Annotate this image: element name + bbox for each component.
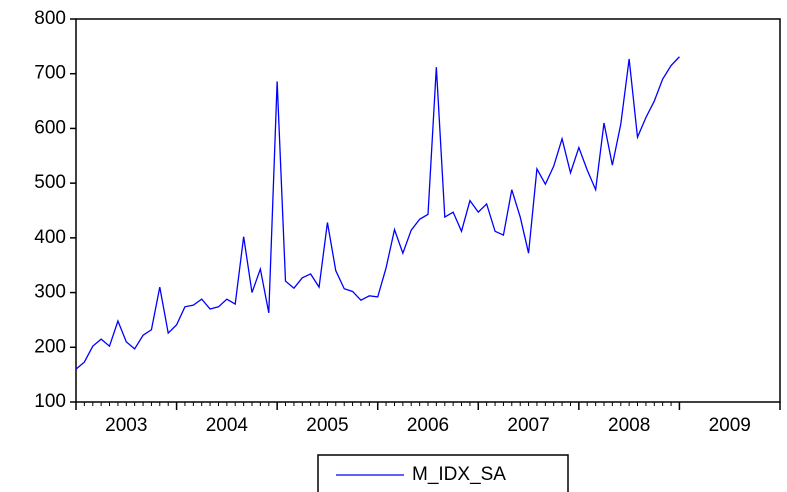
legend-label: M_IDX_SA [412,464,506,485]
y-tick-label: 300 [34,282,66,303]
y-tick-label: 400 [34,227,66,248]
data-line [75,56,680,370]
y-tick-label: 100 [34,391,66,412]
y-tick-label: 800 [34,8,66,29]
x-tick-label: 2005 [306,415,348,436]
x-tick-label: 2003 [105,415,147,436]
y-tick-label: 200 [34,336,66,357]
legend-box [317,454,569,492]
x-tick-label: 2006 [407,415,449,436]
x-tick-label: 2008 [608,415,650,436]
y-tick-label: 600 [34,117,66,138]
x-tick-label: 2004 [206,415,249,436]
y-tick-label: 500 [34,172,66,193]
x-tick-label: 2009 [709,415,751,436]
y-tick-label: 700 [34,63,66,84]
x-tick-label: 2007 [507,415,549,436]
